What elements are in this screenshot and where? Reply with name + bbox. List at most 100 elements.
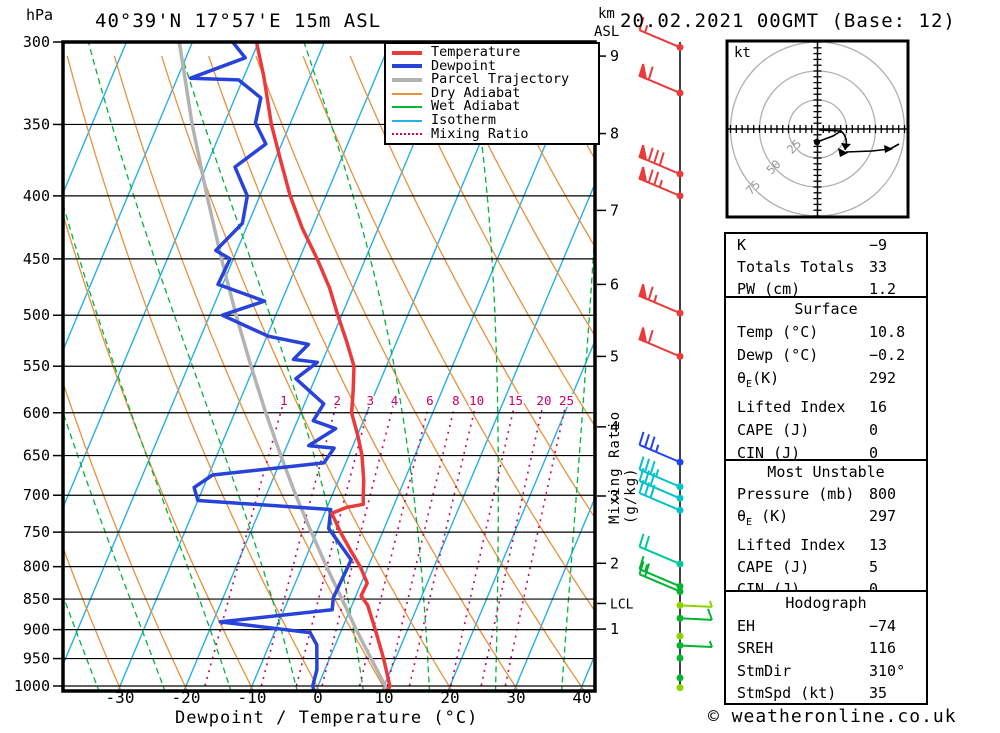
wind-barb	[638, 533, 684, 568]
temperature-tick-label: 20	[440, 688, 459, 707]
row-value: −0.2	[869, 346, 906, 364]
pressure-tick-label: 550	[23, 357, 50, 375]
wind-barb	[638, 283, 684, 317]
table-row: CIN (J) 0	[726, 442, 926, 465]
table-row: StmDir 310°	[726, 660, 926, 683]
temperature-tick-label: -30	[106, 688, 135, 707]
legend-label: Parcel Trajectory	[431, 71, 570, 88]
km-tick-label-8: 8	[610, 125, 619, 143]
wind-barb	[638, 456, 684, 491]
wind-barb	[676, 600, 713, 609]
table-row: PW (cm) 1.2	[726, 278, 926, 300]
table-title: Most Unstable	[767, 463, 885, 481]
row-label: CIN (J)	[737, 444, 801, 462]
row-value: 10.8	[869, 323, 906, 341]
table-title: Surface	[794, 300, 858, 318]
mixing-ratio-axis-label: Mixing Ratio (g/kg)	[607, 410, 639, 524]
row-label: θ	[737, 369, 747, 387]
table-title: Hodograph	[785, 594, 867, 612]
legend-label: Isotherm	[431, 112, 497, 129]
table-row: StmSpd (kt) 35	[726, 682, 926, 705]
wind-barb	[638, 431, 684, 466]
pressure-tick-label: 900	[23, 621, 50, 639]
row-label: StmSpd (kt)	[737, 684, 837, 702]
wind-barb	[638, 16, 684, 51]
table-row: K −9	[726, 234, 926, 256]
x-axis-label: Dewpoint / Temperature (°C)	[175, 708, 479, 728]
row-value: 35	[869, 684, 888, 702]
row-label: SREH	[737, 639, 774, 657]
mixing-ratio-value-label: 25	[559, 393, 574, 408]
row-label: Dewp (°C)	[737, 346, 819, 364]
pressure-tick-label: 700	[23, 486, 50, 504]
legend-swatch-wet-adiabat	[392, 106, 422, 109]
km-tick-label-9: 9	[610, 47, 619, 65]
asl-axis-label: ASL	[594, 24, 620, 40]
table-row: Lifted Index 13	[726, 534, 926, 556]
mixing-ratio-value-label: 4	[391, 393, 399, 408]
pressure-tick-label: 750	[23, 523, 50, 541]
km-axis-label: km	[598, 6, 615, 22]
mixing-ratio-value-label: 20	[536, 393, 551, 408]
mixing-ratio-value-label: 2	[333, 393, 341, 408]
pressure-tick-label: 600	[23, 404, 50, 422]
km-tick-label-6: 6	[610, 275, 619, 293]
row-label: CAPE (J)	[737, 558, 810, 576]
row-label-suffix: (K)	[752, 369, 780, 387]
row-value: 310°	[869, 661, 906, 680]
pressure-tick-label: 800	[23, 558, 50, 576]
row-value: 292	[869, 369, 897, 387]
km-tick-label-1: 1	[610, 620, 619, 638]
row-value: 33	[869, 258, 888, 276]
mixing-ratio-value-label: 10	[469, 393, 484, 408]
hodograph-unit-label: kt	[734, 45, 751, 61]
pressure-unit-label: hPa	[26, 6, 54, 24]
table-row: Pressure (mb) 800	[726, 483, 926, 505]
legend-item: Dry Adiabat	[392, 84, 592, 101]
temperature-tick-label: 30	[506, 688, 525, 707]
temperature-tick-label: -10	[238, 688, 267, 707]
km-tick-label-5: 5	[610, 347, 619, 365]
row-label-suffix: (K)	[752, 507, 789, 525]
mixing-ratio-value-label: 15	[508, 393, 523, 408]
legend-item: Dewpoint	[392, 59, 592, 74]
hodograph-trace	[813, 129, 900, 157]
row-label: StmDir	[737, 661, 792, 680]
row-value: 16	[869, 398, 888, 416]
temperature-tick-label: 10	[374, 688, 393, 707]
temperature-tick-label: 40	[572, 688, 591, 707]
row-label: Lifted Index	[737, 536, 846, 554]
row-label: PW (cm)	[737, 280, 801, 298]
wind-barb	[676, 674, 684, 682]
legend-swatch-isotherm	[392, 119, 422, 122]
km-tick-label-2: 2	[610, 554, 619, 572]
table-row: CAPE (J) 0	[726, 419, 926, 442]
row-label: Lifted Index	[737, 398, 846, 416]
wind-barb	[638, 166, 684, 200]
legend-label: Dry Adiabat	[431, 84, 521, 101]
row-value: 0	[869, 580, 879, 598]
row-value: 1.2	[869, 280, 897, 298]
wind-barb	[638, 327, 684, 360]
date-title: 20.02.2021 00GMT (Base: 12)	[620, 10, 956, 32]
mixing-ratio-value-label: 3	[366, 393, 374, 408]
pressure-tick-label: 650	[23, 447, 50, 465]
wind-barb	[638, 561, 684, 595]
row-value: 0	[869, 421, 879, 439]
table-row: Lifted Index 16	[726, 396, 926, 419]
row-label-subscript: E	[746, 379, 753, 390]
pressure-tick-label: 350	[23, 115, 50, 133]
table-row: Temp (°C) 10.8	[726, 321, 926, 344]
row-label: EH	[737, 616, 756, 635]
table-row: θE (K) 297	[726, 505, 926, 534]
row-value: 13	[869, 536, 888, 554]
row-label: Temp (°C)	[737, 323, 819, 341]
legend-swatch-dewpoint	[392, 64, 422, 69]
pressure-tick-label: 300	[23, 33, 50, 51]
km-tick-label-7: 7	[610, 201, 619, 219]
wind-barb	[638, 479, 684, 514]
mixing-ratio-value-label: 8	[452, 393, 460, 408]
table-row: EH −74	[726, 615, 926, 638]
row-value: −9	[869, 236, 888, 254]
legend-item: Parcel Trajectory	[392, 73, 592, 87]
